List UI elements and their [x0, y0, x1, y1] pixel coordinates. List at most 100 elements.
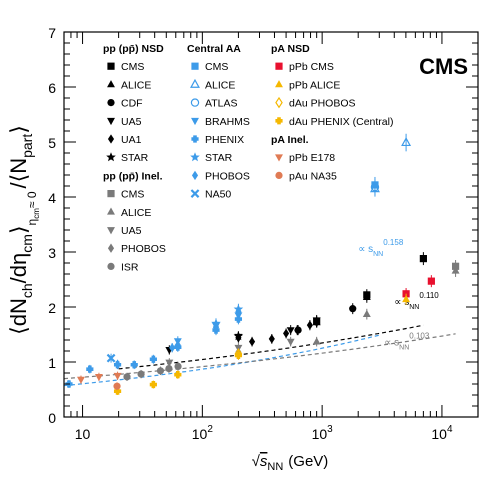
- legend-label: CMS: [205, 61, 228, 73]
- data-point: [362, 292, 371, 300]
- legend-label: CDF: [121, 98, 143, 110]
- legend-entry: CMS: [107, 189, 144, 201]
- data-point: [77, 376, 85, 384]
- y-axis-open: ⟨dN: [6, 298, 31, 335]
- legend-label: pAu NA35: [289, 170, 337, 182]
- legend-label: ALICE: [121, 79, 151, 91]
- legend-label: STAR: [121, 152, 149, 164]
- legend-entry: ALICE: [107, 79, 151, 91]
- legend-entry: pPb CMS: [275, 61, 334, 73]
- data-point: [233, 331, 244, 341]
- data-point: [130, 361, 138, 369]
- legend-entry: STAR: [106, 152, 149, 164]
- legend-entry: STAR: [190, 152, 233, 164]
- legend-label: UA5: [121, 116, 142, 128]
- legend-entry: ALICE: [107, 207, 151, 219]
- data-point: [165, 365, 173, 373]
- cms-badge: CMS: [419, 54, 468, 79]
- legend-marker: [107, 243, 115, 253]
- fit-label: ∝ sNN0.158: [358, 238, 404, 258]
- y-axis-denom: ⟨N: [6, 158, 31, 182]
- series: [173, 309, 243, 346]
- legend-marker: [107, 207, 115, 215]
- data-point: [174, 340, 181, 350]
- data-point: [451, 266, 460, 274]
- legend-marker: [190, 152, 200, 162]
- legend-label: ALICE: [121, 207, 151, 219]
- data-point: [169, 343, 176, 353]
- legend-marker: [275, 80, 283, 88]
- legend-marker: [107, 227, 115, 235]
- y-axis-ch: ch: [19, 283, 35, 298]
- series: [369, 133, 412, 197]
- x-axis-root: √: [252, 453, 261, 470]
- legend-entry: dAu PHENIX (Central): [275, 116, 393, 128]
- data-point: [401, 136, 412, 147]
- x-axis-title: √sNN (GeV): [252, 453, 329, 473]
- legend-entry: pPb E178: [275, 152, 335, 164]
- y-axis-cond-val: ≈ 0: [25, 191, 39, 208]
- y-axis-title: ⟨dNch/dηcm⟩ηcm≈ 0/⟨Npart⟩: [6, 125, 41, 335]
- legend-label: pPb E178: [289, 152, 335, 164]
- y-tick-label: 2: [48, 300, 56, 316]
- legend-entry: BRAHMS: [191, 116, 250, 128]
- legend-label: PHOBOS: [121, 243, 166, 255]
- data-point: [149, 355, 157, 363]
- x-axis-s: s: [260, 453, 268, 470]
- y-axis-cond-sub: cm: [32, 208, 41, 219]
- legend-entry: ATLAS: [190, 98, 237, 110]
- y-axis-slash: /: [6, 182, 31, 189]
- legend-entry: CMS: [191, 61, 228, 73]
- legend-label: CMS: [121, 61, 144, 73]
- legend-label: UA1: [121, 134, 142, 146]
- y-tick-label: 5: [48, 135, 56, 151]
- data-point: [427, 277, 435, 285]
- y-axis-close: ⟩: [6, 225, 31, 234]
- data-point: [114, 359, 121, 369]
- series: [106, 353, 116, 363]
- data-point: [156, 367, 165, 375]
- x-axis-unit: (GeV): [288, 453, 328, 470]
- legend-label: PHENIX: [205, 134, 244, 146]
- legend-group-title: pp (pp̄) NSD: [103, 43, 164, 55]
- data-point: [349, 305, 357, 313]
- series: [312, 264, 460, 347]
- data-point: [113, 372, 122, 381]
- legend-entry: PHENIX: [191, 134, 244, 146]
- legend-label: dAu PHENIX (Central): [289, 116, 393, 128]
- series: [123, 362, 182, 381]
- legend-label: UA5: [121, 225, 142, 237]
- fit-labels: ∝ sNN0.158 ∝ sNN0.110 ∝ sNN0.103: [358, 238, 439, 352]
- legend-marker: [190, 98, 200, 107]
- legend-label: ALICE: [205, 79, 235, 91]
- data-point: [174, 362, 182, 370]
- data-point: [402, 294, 411, 303]
- series: [294, 303, 357, 336]
- legend-marker: [275, 154, 283, 162]
- data-points: [65, 133, 460, 395]
- legend-marker: [107, 262, 115, 270]
- legend-marker: [275, 171, 283, 179]
- legend-marker: [275, 62, 283, 70]
- data-point: [306, 320, 313, 330]
- fit-curve: [63, 333, 456, 380]
- legend-marker: [106, 152, 116, 162]
- series: [235, 317, 320, 347]
- legend-entry: ISR: [107, 261, 139, 273]
- y-tick-label: 4: [48, 190, 56, 206]
- legend-entry: NA50: [190, 189, 231, 201]
- y-axis-cond: η: [25, 219, 39, 226]
- legend: pp (pp̄) NSD CMS ALICE CDF UA5 UA1 STAR pp (pp̄…: [103, 43, 393, 273]
- x-tick-label: 10: [75, 426, 91, 442]
- data-point: [235, 306, 242, 317]
- data-point: [86, 365, 94, 373]
- series: [165, 336, 295, 367]
- legend-label: pPb ALICE: [289, 79, 340, 91]
- y-tick-label: 6: [48, 80, 56, 96]
- y-tick-label: 1: [48, 355, 56, 371]
- legend-label: ATLAS: [205, 98, 237, 110]
- y-axis-denom-close: ⟩: [6, 125, 31, 134]
- legend-entry: dAu PHOBOS: [275, 96, 356, 110]
- data-point: [313, 317, 320, 328]
